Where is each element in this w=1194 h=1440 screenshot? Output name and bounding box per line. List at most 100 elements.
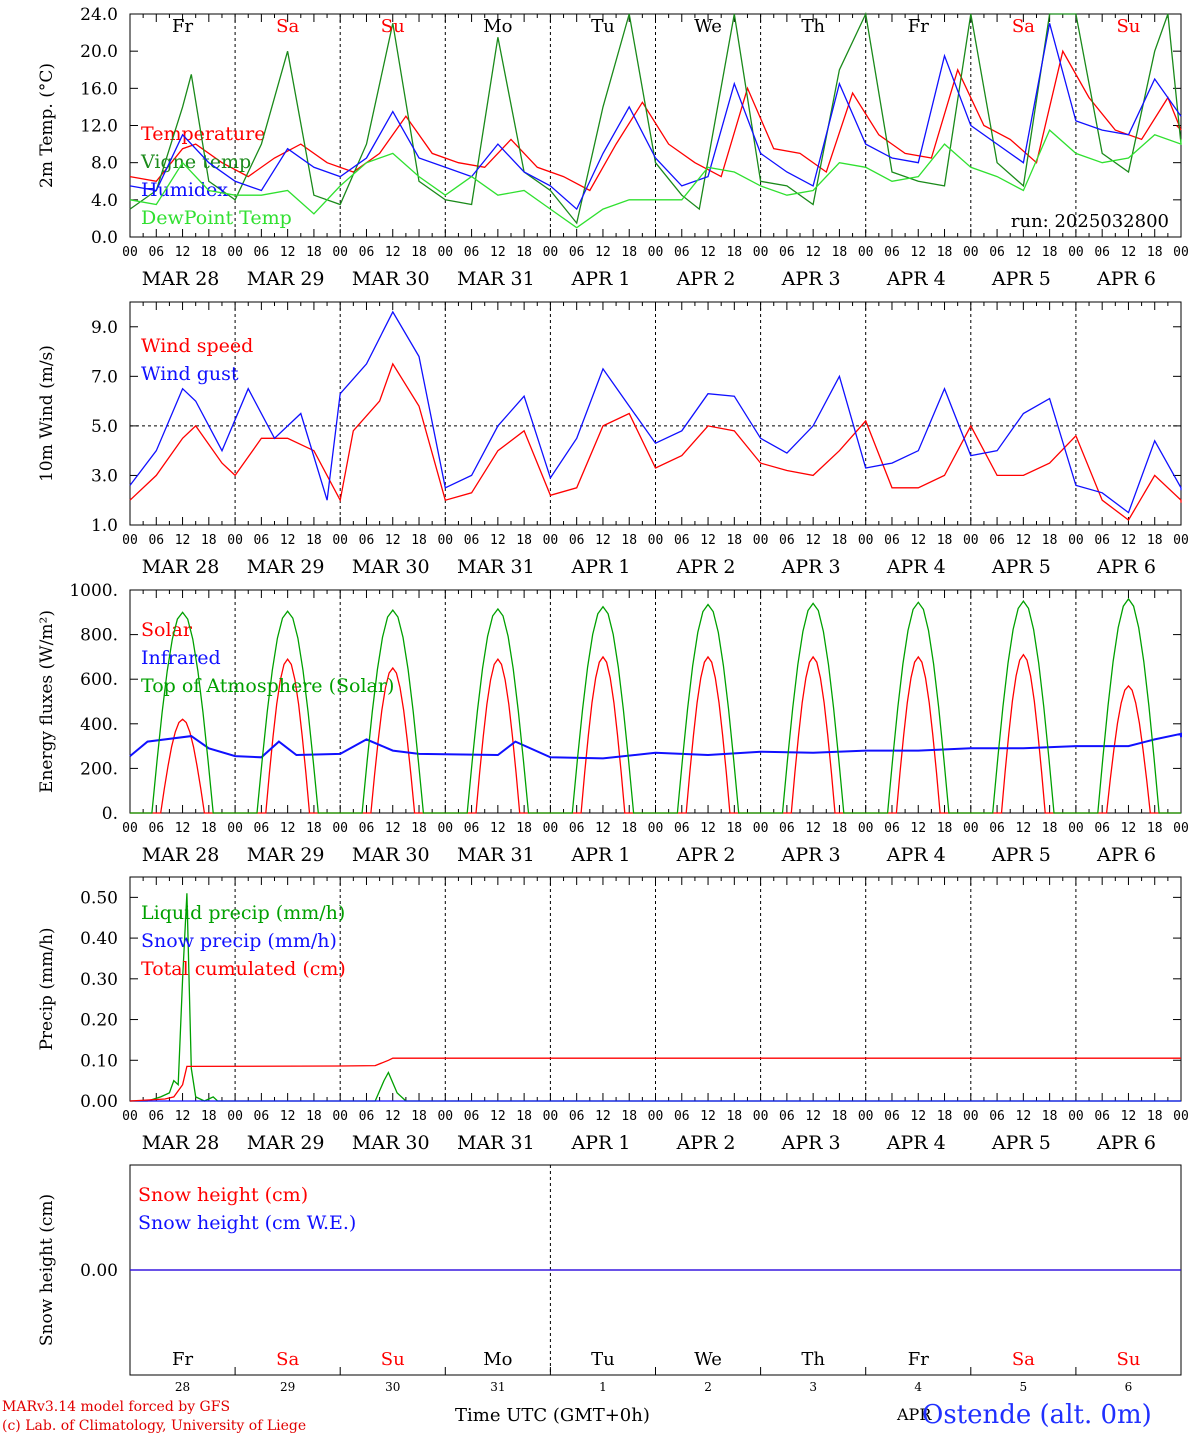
hour-tick-label: 12 xyxy=(490,821,506,836)
day-number-label: 1 xyxy=(599,1380,607,1394)
hour-tick-label: 06 xyxy=(674,245,690,260)
hour-tick-label: 12 xyxy=(595,821,611,836)
date-label: APR 4 xyxy=(886,844,946,866)
hour-tick-label: 18 xyxy=(726,533,742,548)
hour-tick-label: 00 xyxy=(648,245,664,260)
date-label: MAR 31 xyxy=(457,1132,535,1154)
weekday-label: Mo xyxy=(483,16,512,37)
hour-tick-label: 00 xyxy=(122,245,138,260)
hour-tick-label: 12 xyxy=(385,245,401,260)
hour-tick-label: 00 xyxy=(963,533,979,548)
hour-tick-label: 06 xyxy=(1094,533,1110,548)
hour-tick-label: 18 xyxy=(306,821,322,836)
hour-tick-label: 18 xyxy=(1042,1109,1058,1124)
y-axis-label: Energy fluxes (W/m²) xyxy=(37,610,57,793)
y-tick-label: 20.0 xyxy=(80,42,118,62)
panel-frame xyxy=(129,589,1182,814)
date-label: APR 3 xyxy=(781,844,841,866)
series-line xyxy=(129,23,1182,211)
hour-tick-label: 12 xyxy=(910,821,926,836)
hour-tick-label: 00 xyxy=(437,1109,453,1124)
date-label: APR 6 xyxy=(1096,268,1156,290)
hour-tick-label: 06 xyxy=(148,1109,164,1124)
hour-tick-label: 18 xyxy=(516,245,532,260)
hour-tick-label: 06 xyxy=(674,821,690,836)
legend-entry: Snow height (cm) xyxy=(138,1184,308,1206)
hour-tick-label: 06 xyxy=(884,821,900,836)
hour-tick-label: 00 xyxy=(753,245,769,260)
hour-tick-label: 18 xyxy=(411,821,427,836)
y-axis-label: 10m Wind (m/s) xyxy=(37,345,57,482)
hour-tick-label: 06 xyxy=(989,821,1005,836)
hour-tick-label: 00 xyxy=(122,821,138,836)
weekday-label: Tu xyxy=(591,1349,615,1370)
date-label: APR 1 xyxy=(570,268,630,290)
hour-tick-label: 00 xyxy=(332,533,348,548)
hour-tick-label: 00 xyxy=(753,533,769,548)
y-tick-label: 8.0 xyxy=(91,154,118,174)
hour-tick-label: 12 xyxy=(1016,821,1032,836)
legend-entry: Humidex xyxy=(141,179,228,201)
date-label: APR 2 xyxy=(676,556,736,578)
hour-tick-label: 00 xyxy=(122,1109,138,1124)
hour-tick-label: 06 xyxy=(569,533,585,548)
hour-tick-label: 18 xyxy=(832,533,848,548)
hour-tick-label: 18 xyxy=(516,1109,532,1124)
hour-tick-label: 12 xyxy=(280,533,296,548)
legend-entry: Wind speed xyxy=(141,335,253,357)
y-tick-label: 0.00 xyxy=(80,1092,118,1112)
hour-tick-label: 06 xyxy=(779,245,795,260)
hour-tick-label: 00 xyxy=(437,533,453,548)
hour-tick-label: 06 xyxy=(569,245,585,260)
hour-tick-label: 00 xyxy=(648,1109,664,1124)
hour-tick-label: 18 xyxy=(306,1109,322,1124)
hour-tick-label: 12 xyxy=(805,821,821,836)
hour-tick-label: 06 xyxy=(674,533,690,548)
hour-tick-label: 12 xyxy=(1016,245,1032,260)
series-line xyxy=(129,129,1182,229)
hour-tick-label: 18 xyxy=(201,533,217,548)
y-tick-label: 0.0 xyxy=(91,228,118,248)
hour-tick-label: 18 xyxy=(306,533,322,548)
hour-tick-label: 18 xyxy=(1147,533,1163,548)
legend-entry: Liquid precip (mm/h) xyxy=(141,902,345,924)
hour-tick-label: 00 xyxy=(543,821,559,836)
apr-label: APR xyxy=(897,1405,932,1424)
date-label: APR 1 xyxy=(570,1132,630,1154)
hour-tick-label: 18 xyxy=(937,533,953,548)
hour-tick-label: 12 xyxy=(1121,1109,1137,1124)
weekday-label: Sa xyxy=(1012,1349,1035,1370)
date-label: MAR 28 xyxy=(142,1132,220,1154)
weekday-label: Su xyxy=(381,1349,405,1370)
date-label: APR 3 xyxy=(781,556,841,578)
date-label: APR 5 xyxy=(991,1132,1051,1154)
hour-tick-label: 18 xyxy=(832,1109,848,1124)
series-line xyxy=(130,597,1181,814)
y-tick-label: 0.10 xyxy=(80,1051,118,1071)
hour-tick-label: 00 xyxy=(543,245,559,260)
hour-tick-label: 00 xyxy=(1068,533,1084,548)
weekday-label: Tu xyxy=(591,16,615,37)
hour-tick-label: 06 xyxy=(359,1109,375,1124)
date-label: MAR 28 xyxy=(142,268,220,290)
date-label: APR 2 xyxy=(676,1132,736,1154)
date-label: APR 2 xyxy=(676,844,736,866)
hour-tick-label: 00 xyxy=(1068,245,1084,260)
hour-tick-label: 12 xyxy=(280,245,296,260)
hour-tick-label: 12 xyxy=(805,245,821,260)
hour-tick-label: 00 xyxy=(963,245,979,260)
hour-tick-label: 06 xyxy=(989,533,1005,548)
weekday-label: Fr xyxy=(172,16,193,37)
hour-tick-label: 00 xyxy=(753,821,769,836)
hour-tick-label: 00 xyxy=(122,533,138,548)
y-tick-label: 800. xyxy=(80,626,118,646)
hour-tick-label: 12 xyxy=(700,1109,716,1124)
hour-tick-label: 12 xyxy=(595,1109,611,1124)
date-label: APR 6 xyxy=(1096,1132,1156,1154)
hour-tick-label: 06 xyxy=(254,245,270,260)
hour-tick-label: 06 xyxy=(359,821,375,836)
hour-tick-label: 06 xyxy=(884,1109,900,1124)
hour-tick-label: 06 xyxy=(148,533,164,548)
series-line xyxy=(129,1057,1181,1102)
hour-tick-label: 18 xyxy=(516,821,532,836)
